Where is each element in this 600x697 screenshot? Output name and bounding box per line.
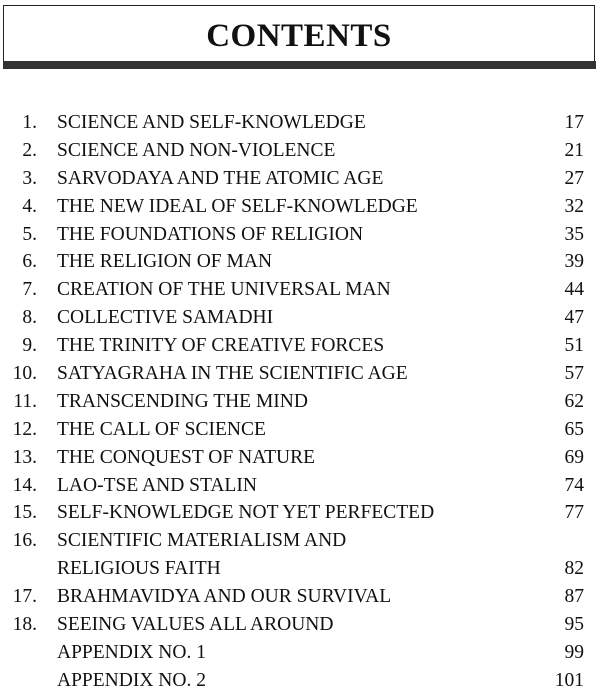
entry-title: SCIENCE AND NON-VIOLENCE <box>57 139 336 161</box>
entry-title: APPENDIX NO. 1 <box>57 641 206 663</box>
title-box-rule <box>3 61 596 69</box>
entry-page: 69 <box>564 446 585 468</box>
entry-page: 95 <box>564 614 585 636</box>
entry-title: SATYAGRAHA IN THE SCIENTIFIC AGE <box>57 363 408 385</box>
contents-entry: 15. SELF-KNOWLEDGE NOT YET PERFECTED 77 <box>0 499 600 527</box>
entry-title: SCIENCE AND SELF-KNOWLEDGE <box>57 112 366 133</box>
entry-title: THE TRINITY OF CREATIVE FORCES <box>57 335 385 357</box>
entry-number: 4. <box>22 195 37 217</box>
entry-page: 87 <box>564 586 585 608</box>
entry-page: 99 <box>564 641 585 663</box>
contents-entry: 14. LAO-TSE AND STALIN 74 <box>0 472 600 500</box>
entry-page: 32 <box>564 195 585 217</box>
contents-entry: 11. TRANSCENDING THE MIND 62 <box>0 388 600 416</box>
entry-page: 51 <box>564 335 585 357</box>
entry-number: 10. <box>12 363 37 385</box>
entry-number: 6. <box>22 251 37 273</box>
entry-page: 65 <box>564 418 585 440</box>
contents-entry: 1. SCIENCE AND SELF-KNOWLEDGE 17 <box>0 109 600 137</box>
entry-title: THE FOUNDATIONS OF RELIGION <box>57 223 364 245</box>
contents-entry: 7. CREATION OF THE UNIVERSAL MAN 44 <box>0 276 600 304</box>
page-title: CONTENTS <box>206 18 392 54</box>
entry-title: BRAHMAVIDYA AND OUR SURVIVAL <box>57 586 392 608</box>
entry-number: 17. <box>12 586 37 608</box>
entry-page: 35 <box>564 223 585 245</box>
entry-number: 13. <box>12 446 37 468</box>
entry-page: 21 <box>564 139 585 161</box>
contents-entry: APPENDIX NO. 1 99 <box>0 639 600 667</box>
entry-number: 2. <box>22 139 37 161</box>
contents-entry: APPENDIX NO. 2 101 <box>0 667 600 695</box>
entry-page: 77 <box>564 502 585 524</box>
entry-number: 5. <box>22 223 37 245</box>
contents-entry: 2. SCIENCE AND NON-VIOLENCE 21 <box>0 137 600 165</box>
contents-entry: 9. THE TRINITY OF CREATIVE FORCES 51 <box>0 332 600 360</box>
entry-title: SEEING VALUES ALL AROUND <box>57 614 334 636</box>
contents-entry: 10. SATYAGRAHA IN THE SCIENTIFIC AGE 57 <box>0 360 600 388</box>
entry-title: SELF-KNOWLEDGE NOT YET PERFECTED <box>57 502 435 524</box>
entry-number: 18. <box>12 614 37 636</box>
entry-title: TRANSCENDING THE MIND <box>57 390 308 412</box>
title-box: CONTENTS <box>3 5 595 62</box>
contents-entry: 17. BRAHMAVIDYA AND OUR SURVIVAL 87 <box>0 583 600 611</box>
entry-page: 74 <box>564 474 585 496</box>
contents-list: 1. SCIENCE AND SELF-KNOWLEDGE 17 2. SCIENCE … <box>0 109 600 697</box>
entry-title: SARVODAYA AND THE ATOMIC AGE <box>57 167 384 189</box>
entry-number: 11. <box>13 390 37 412</box>
contents-entry: 12. THE CALL OF SCIENCE 65 <box>0 416 600 444</box>
entry-number: 14. <box>12 474 37 496</box>
contents-entry: 5. THE FOUNDATIONS OF RELIGION 35 <box>0 221 600 249</box>
entry-title: THE RELIGION OF MAN <box>57 251 273 273</box>
entry-number: 16. <box>12 530 37 552</box>
contents-entry: RELIGIOUS FAITH 82 <box>0 555 600 583</box>
entry-title: LAO-TSE AND STALIN <box>57 474 257 496</box>
entry-title: CREATION OF THE UNIVERSAL MAN <box>57 279 391 301</box>
entry-number: 1. <box>22 112 37 133</box>
entry-title: SCIENTIFIC MATERIALISM AND <box>57 530 347 552</box>
entry-page: 47 <box>564 307 585 329</box>
entry-page: 57 <box>564 363 585 385</box>
contents-entry: 3. SARVODAYA AND THE ATOMIC AGE 27 <box>0 165 600 193</box>
entry-number: 8. <box>22 307 37 329</box>
contents-entry: 18. SEEING VALUES ALL AROUND 95 <box>0 611 600 639</box>
entry-title: THE CONQUEST OF NATURE <box>57 446 316 468</box>
contents-entry: 13. THE CONQUEST OF NATURE 69 <box>0 444 600 472</box>
entry-title: RELIGIOUS FAITH <box>57 558 221 580</box>
entry-page: 101 <box>554 669 584 691</box>
entry-number: 9. <box>22 335 37 357</box>
entry-title: APPENDIX NO. 2 <box>57 669 206 691</box>
contents-entry: 6. THE RELIGION OF MAN 39 <box>0 248 600 276</box>
entry-page: 62 <box>564 390 585 412</box>
contents-entry: 16. SCIENTIFIC MATERIALISM AND <box>0 527 600 555</box>
entry-page: 44 <box>564 279 585 301</box>
entry-number: 7. <box>22 279 37 301</box>
entry-number: 15. <box>12 502 37 524</box>
contents-entry: 8. COLLECTIVE SAMADHI 47 <box>0 304 600 332</box>
contents-entry: 4. THE NEW IDEAL OF SELF-KNOWLEDGE 32 <box>0 193 600 221</box>
entry-title: THE NEW IDEAL OF SELF-KNOWLEDGE <box>57 195 418 217</box>
entry-page: 17 <box>564 112 585 133</box>
entry-page: 27 <box>564 167 585 189</box>
entry-title: THE CALL OF SCIENCE <box>57 418 266 440</box>
entry-number: 3. <box>22 167 37 189</box>
entry-page: 82 <box>564 558 585 580</box>
entry-page: 39 <box>564 251 585 273</box>
entry-title: COLLECTIVE SAMADHI <box>57 307 274 329</box>
entry-number: 12. <box>12 418 37 440</box>
